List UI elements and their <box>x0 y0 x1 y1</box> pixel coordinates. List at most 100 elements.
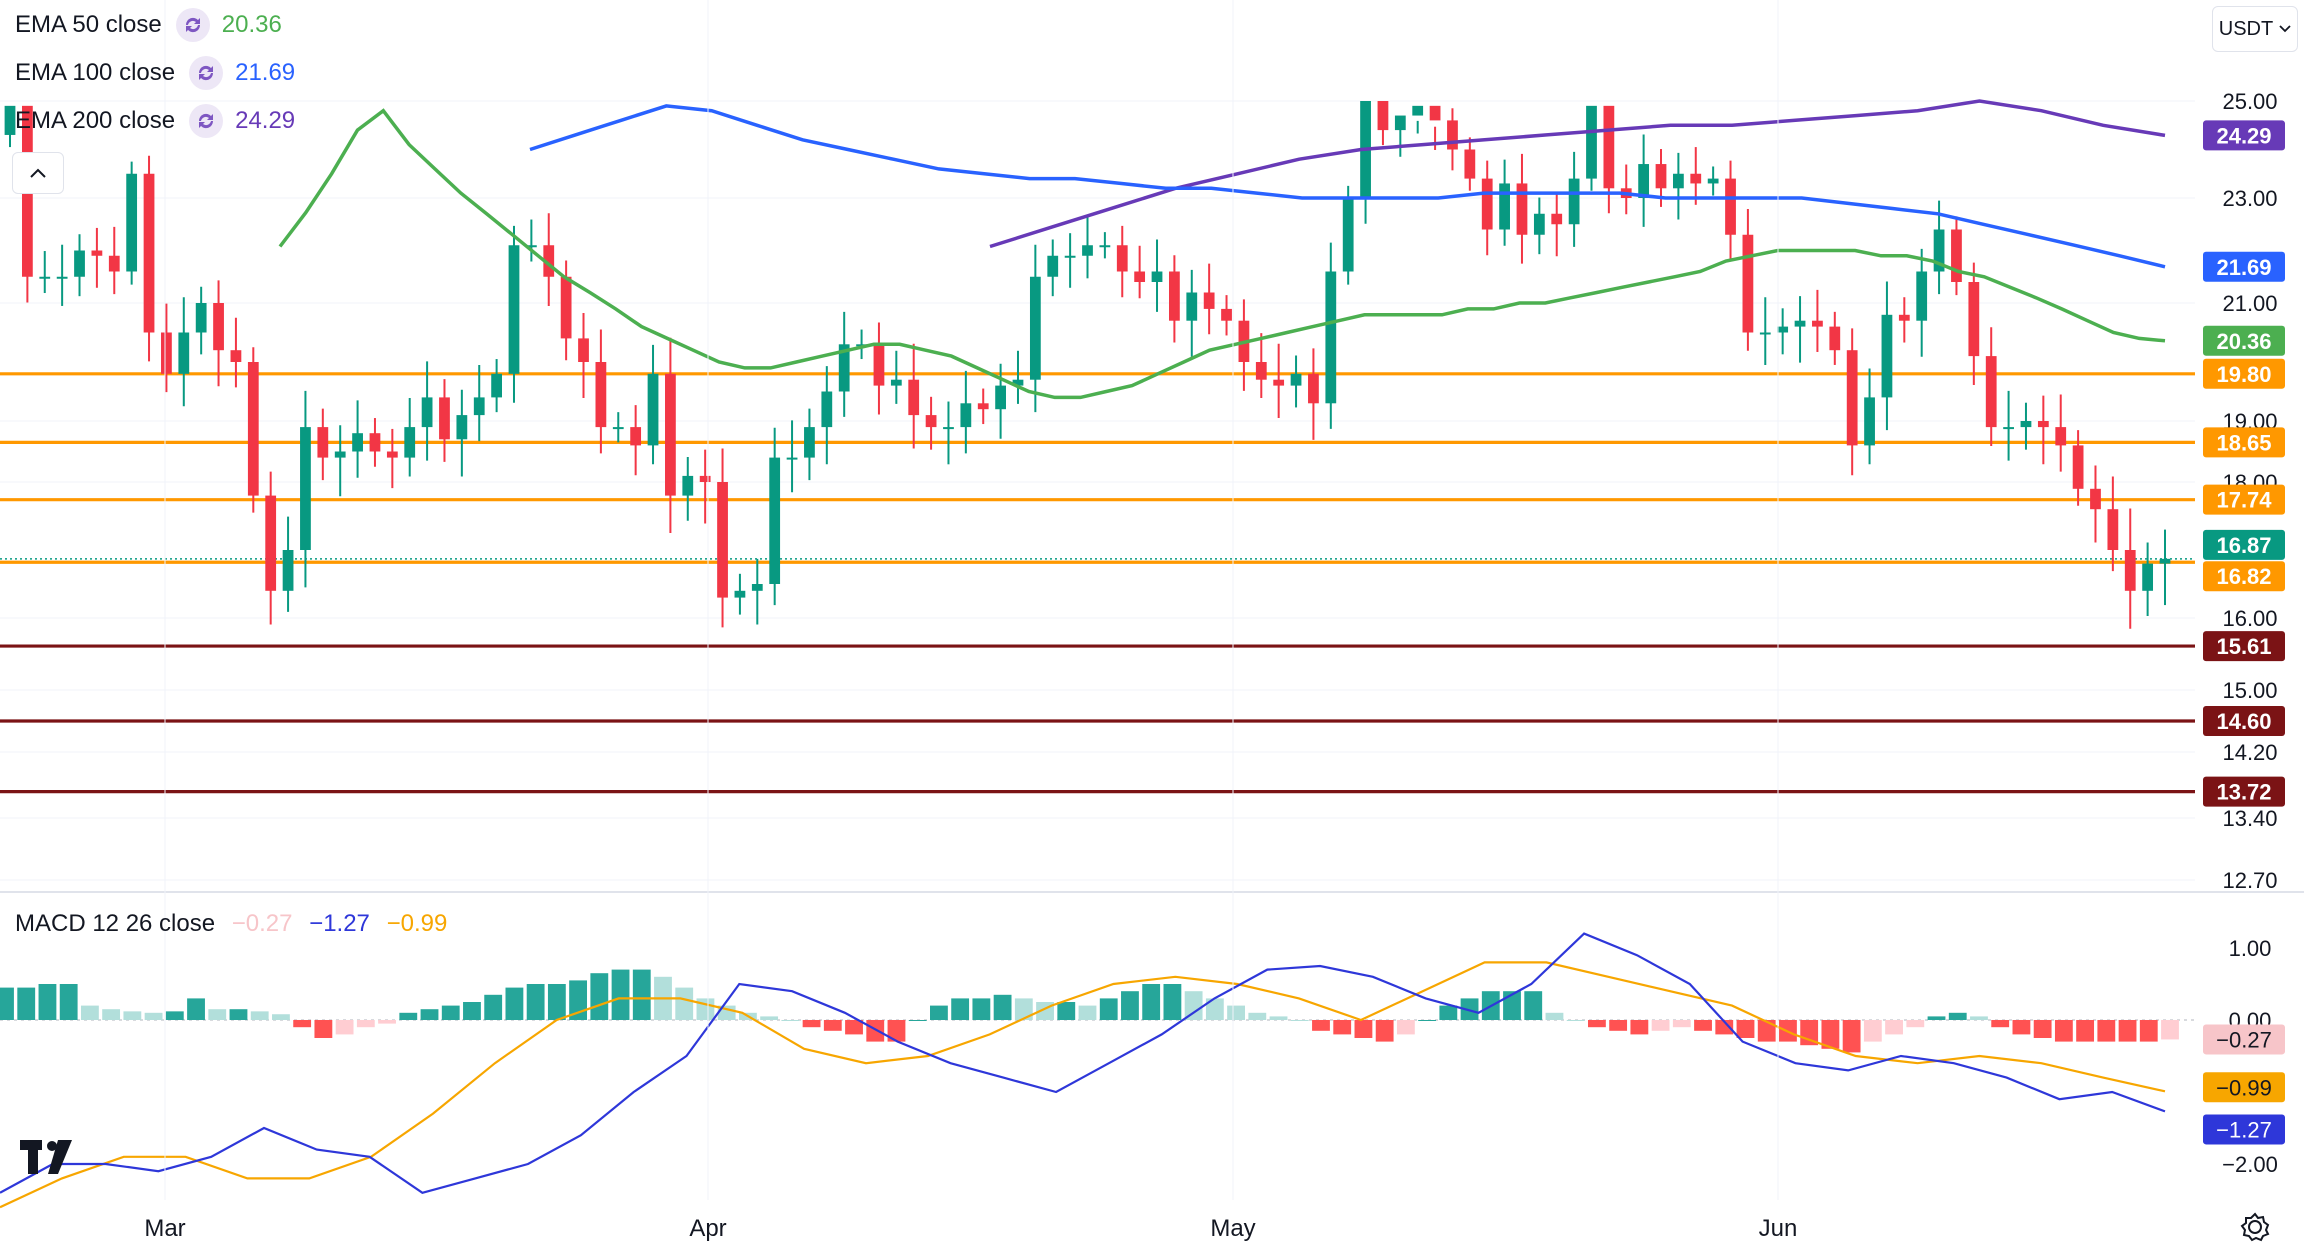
refresh-icon[interactable] <box>175 8 210 42</box>
price-axis-tick: 15.00 <box>2222 678 2277 703</box>
ema200-legend-value: 24.29 <box>235 107 296 134</box>
refresh-icon[interactable] <box>189 56 224 90</box>
candle-body <box>1499 183 1510 230</box>
candle-body <box>1029 276 1041 380</box>
ema200-legend[interactable]: EMA 200 close 24.29 <box>15 104 295 138</box>
chevron-down-icon <box>2279 25 2291 33</box>
price-badge-text: 13.72 <box>2216 780 2271 805</box>
macd-histogram-bar <box>1333 1020 1352 1035</box>
macd-histogram-bar <box>1694 1020 1712 1031</box>
candle-body <box>1846 350 1858 446</box>
candle-body <box>108 255 120 272</box>
candle-body <box>143 173 155 333</box>
candle-body <box>4 105 16 135</box>
price-badge <box>2203 325 2285 356</box>
macd-histogram-bar <box>505 987 524 1020</box>
candle-body <box>1812 320 1823 327</box>
macd-histogram-bar <box>2139 1020 2158 1042</box>
collapse-legend-button[interactable] <box>12 152 64 194</box>
macd-histogram-bar <box>1842 1020 1861 1053</box>
macd-line <box>0 932 2166 1194</box>
macd-histogram-bar <box>441 1005 460 1020</box>
candle-body <box>2142 563 2154 591</box>
chevron-up-icon <box>30 168 46 178</box>
candle-body <box>682 475 694 496</box>
macd-histogram-bar <box>823 1020 842 1031</box>
ema50-legend-name: EMA 50 close <box>15 11 162 38</box>
candle-body <box>1308 373 1319 404</box>
candle-body <box>647 373 659 446</box>
candle-body <box>1516 183 1528 235</box>
price-axis-tick: 21.00 <box>2222 291 2277 316</box>
candle-body <box>74 250 85 277</box>
candle-body <box>1881 314 1893 398</box>
macd-histogram-bar <box>1545 1012 1564 1020</box>
candle-body <box>717 482 728 598</box>
macd-legend[interactable]: MACD 12 26 close −0.27 −1.27 −0.99 <box>15 910 447 938</box>
candle-body <box>369 433 381 452</box>
candle-body <box>1047 255 1059 277</box>
candle-body <box>1777 326 1789 333</box>
macd-histogram-bar <box>845 1020 863 1035</box>
candle-body <box>1203 292 1215 309</box>
macd-histogram-bar <box>1078 1005 1097 1020</box>
macd-histogram-bar <box>1587 1020 1606 1028</box>
candle-body <box>1116 245 1128 272</box>
candle-body <box>804 427 815 458</box>
candle-body <box>856 344 867 347</box>
macd-histogram-bar <box>1312 1020 1330 1031</box>
macd-histogram-bar <box>378 1020 396 1024</box>
time-axis-label: Mar <box>144 1215 185 1242</box>
candle-body <box>1134 271 1146 282</box>
candle-body <box>1985 356 1997 428</box>
candle-body <box>317 427 329 458</box>
macd-histogram-bar <box>1503 991 1521 1020</box>
macd-histogram-bar <box>526 984 545 1020</box>
macd-histogram-bar <box>229 1009 248 1020</box>
candle-body <box>1794 320 1806 327</box>
macd-histogram-bar <box>1566 1020 1585 1021</box>
candle-body <box>769 457 781 584</box>
candle-body <box>612 427 624 430</box>
macd-badge-text: −1.27 <box>2216 1117 2272 1142</box>
macd-histogram-bar <box>187 998 205 1020</box>
settings-gear-icon[interactable] <box>2240 1212 2270 1242</box>
macd-histogram-bar <box>399 1012 418 1020</box>
macd-histogram-bar <box>314 1020 333 1038</box>
macd-histogram-bar <box>1885 1020 1903 1035</box>
candle-body <box>491 373 503 398</box>
candle-body <box>2003 427 2014 430</box>
refresh-icon[interactable] <box>189 104 224 138</box>
candle-body <box>1951 229 1962 282</box>
price-badge-text: 16.87 <box>2216 533 2271 558</box>
candle-body <box>439 397 450 440</box>
candle-body <box>2124 550 2136 591</box>
candle-body <box>2090 488 2101 510</box>
macd-histogram-bar <box>1121 991 1139 1020</box>
price-badge <box>2203 529 2285 560</box>
price-badge-text: 20.36 <box>2216 329 2271 354</box>
candle-body <box>1655 164 1667 189</box>
macd-histogram-bar <box>463 1002 481 1020</box>
candle-body <box>1186 292 1198 321</box>
candle-body <box>1586 105 1597 179</box>
ema50-legend[interactable]: EMA 50 close 20.36 <box>15 8 282 42</box>
price-axis-tick: 13.40 <box>2222 806 2277 831</box>
ema100-legend[interactable]: EMA 100 close 21.69 <box>15 56 295 90</box>
currency-selector[interactable]: USDT <box>2212 6 2298 52</box>
macd-histogram-bar <box>1099 998 1118 1020</box>
candle-body <box>786 457 798 460</box>
macd-histogram-bar <box>272 1014 290 1020</box>
macd-histogram-bar <box>1609 1020 1628 1031</box>
price-badge <box>2203 561 2285 592</box>
macd-histogram-bar <box>1142 984 1161 1020</box>
candle-body <box>1464 149 1476 179</box>
candle-body <box>1725 178 1736 235</box>
macd-histogram-bar <box>2054 1020 2073 1042</box>
candle-body <box>508 245 520 374</box>
price-badge <box>2203 706 2285 736</box>
price-badge <box>2203 427 2285 458</box>
candle-body <box>890 379 902 386</box>
macd-histogram-bar <box>2097 1020 2116 1042</box>
